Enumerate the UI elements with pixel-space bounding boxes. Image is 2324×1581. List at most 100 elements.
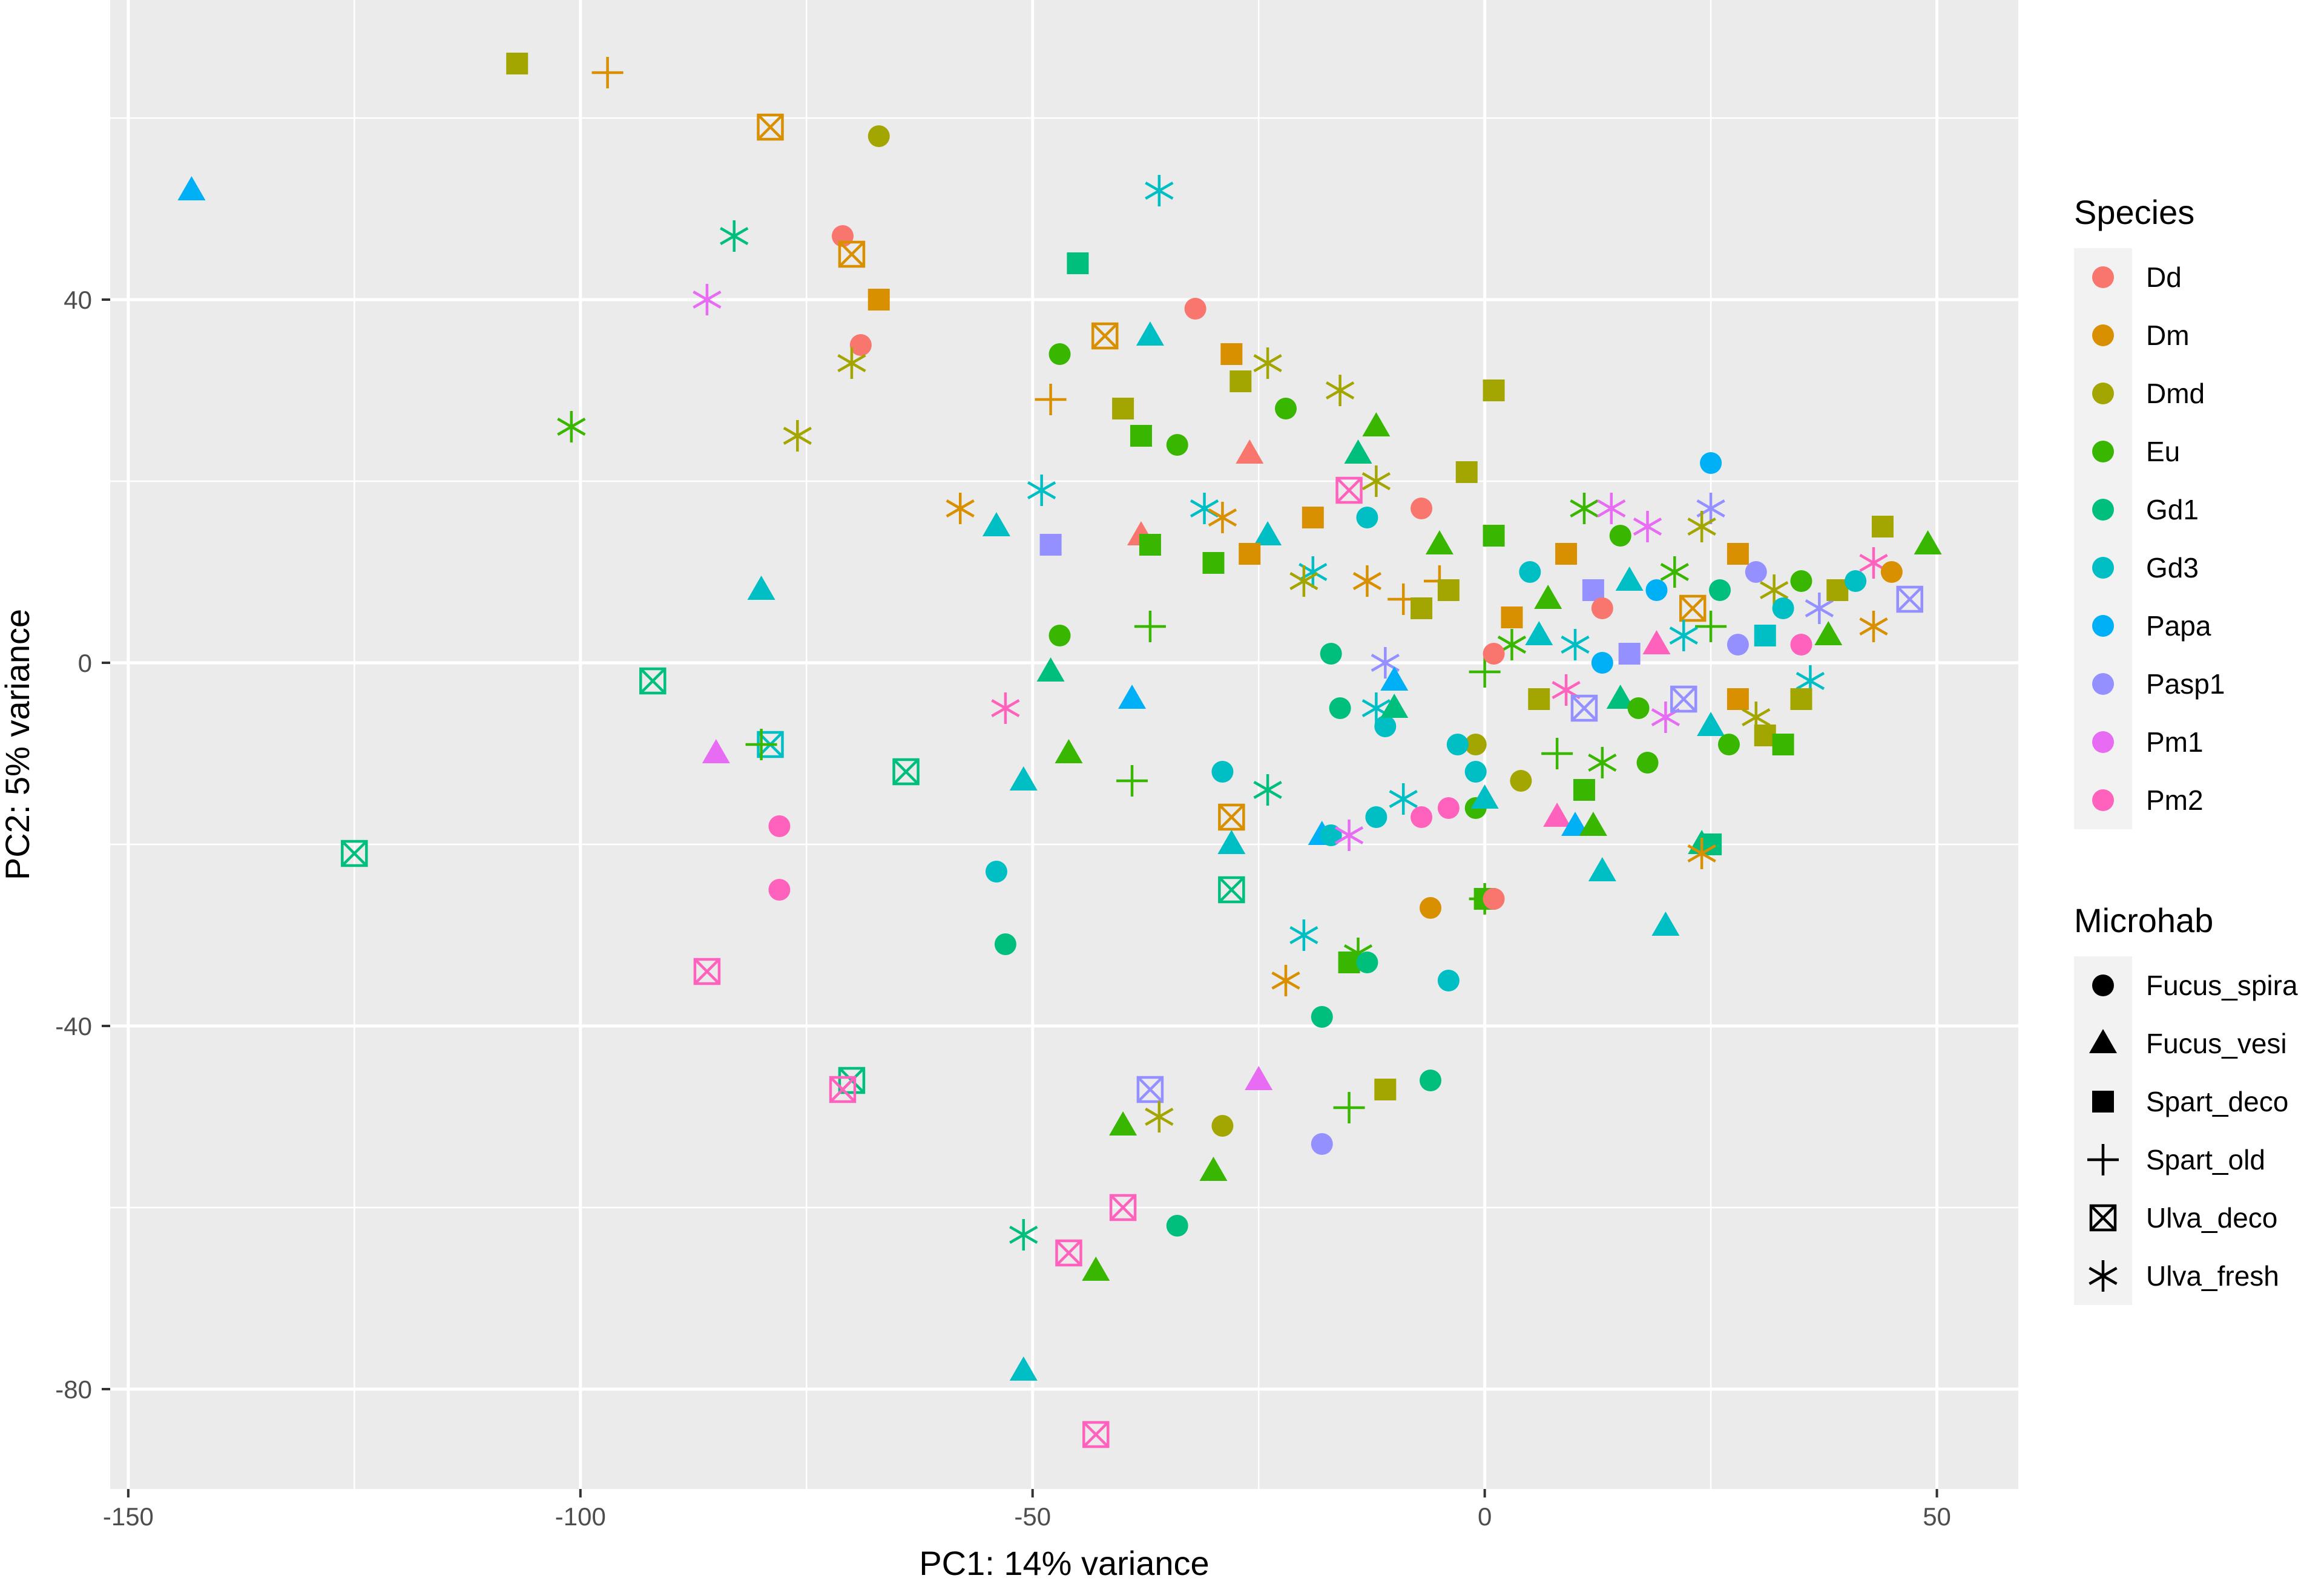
- point-dmd-spart-deco: [1411, 597, 1433, 619]
- point-gd1-ulva-fresh: [1009, 1219, 1038, 1251]
- point-eu-spart-deco: [1772, 734, 1794, 755]
- legend-key-spart-old: [2087, 1144, 2119, 1175]
- point-dmd-ulva-fresh: [1361, 465, 1391, 497]
- y-tick-label: 0: [78, 649, 92, 677]
- legend-label-fucus-spira: Fucus_spira: [2146, 970, 2298, 1001]
- point-dmd-spart-deco: [1790, 688, 1812, 710]
- x-tick-label: -150: [103, 1502, 154, 1531]
- legend-key-dd: [2092, 266, 2114, 288]
- point-dm-spart-deco: [867, 289, 890, 311]
- point-dm-ulva-fresh: [1208, 502, 1237, 533]
- legend-species-title: Species: [2074, 193, 2194, 231]
- point-gd3-fucus-spira: [1464, 761, 1487, 783]
- point-gd3-ulva-fresh: [1389, 783, 1418, 815]
- point-papa-fucus-vesi: [1561, 812, 1590, 836]
- point-eu-spart-old: [1695, 611, 1727, 642]
- legend-key-spart-deco: [2092, 1091, 2114, 1113]
- point-pm2-fucus-vesi: [1642, 630, 1671, 654]
- point-pasp1-ulva-fresh: [1805, 593, 1834, 624]
- point-dd-fucus-spira: [1483, 888, 1505, 910]
- point-dmd-ulva-fresh: [1687, 511, 1716, 542]
- point-gd3-fucus-vesi: [982, 512, 1010, 536]
- point-gd3-fucus-vesi: [747, 576, 775, 600]
- point-eu-fucus-spira: [1636, 752, 1659, 774]
- x-tick-label: -50: [1014, 1502, 1051, 1531]
- point-eu-fucus-vesi: [1362, 412, 1391, 436]
- point-dmd-ulva-fresh: [1145, 1101, 1174, 1132]
- point-dmd-spart-deco: [1455, 461, 1478, 483]
- point-pasp1-spart-deco: [1582, 579, 1604, 601]
- point-pasp1-fucus-spira: [1745, 561, 1767, 583]
- point-gd1-fucus-spira: [1709, 579, 1731, 601]
- point-gd3-spart-deco: [1754, 625, 1776, 646]
- point-dm-ulva-deco: [1218, 803, 1245, 831]
- point-eu-fucus-spira: [1048, 625, 1071, 646]
- legend-label-gd1: Gd1: [2146, 494, 2199, 525]
- point-pm2-fucus-spira: [768, 815, 791, 837]
- point-gd1-fucus-spira: [994, 933, 1016, 955]
- point-dm-ulva-fresh: [1352, 565, 1382, 597]
- point-dmd-spart-deco: [506, 53, 528, 74]
- point-dmd-spart-deco: [1112, 398, 1134, 419]
- legend-key-pasp1: [2092, 673, 2114, 695]
- legend-label-pasp1: Pasp1: [2146, 668, 2225, 700]
- point-dmd-ulva-fresh: [783, 420, 812, 452]
- point-gd1-fucus-vesi: [1344, 439, 1372, 464]
- point-pasp1-spart-deco: [1618, 643, 1641, 665]
- point-dm-spart-old: [1035, 384, 1067, 415]
- x-tick-label: -100: [555, 1502, 606, 1531]
- point-pasp1-ulva-deco: [1136, 1076, 1164, 1103]
- point-pm2-fucus-spira: [768, 879, 791, 901]
- point-gd3-fucus-spira: [985, 861, 1007, 883]
- point-pm1-ulva-fresh: [1633, 511, 1662, 542]
- point-pm2-ulva-deco: [1109, 1194, 1137, 1221]
- point-eu-spart-deco: [1573, 779, 1595, 801]
- x-tick-label: 0: [1478, 1502, 1492, 1531]
- point-eu-spart-old: [1333, 1092, 1365, 1123]
- point-gd3-fucus-vesi: [1697, 712, 1725, 736]
- point-dmd-fucus-spira: [1211, 1115, 1234, 1137]
- point-eu-spart-old: [1116, 765, 1148, 797]
- point-dm-ulva-fresh: [1687, 838, 1716, 869]
- point-dm-spart-deco: [1302, 507, 1324, 528]
- y-tick-label: -40: [55, 1012, 92, 1040]
- point-dd-fucus-spira: [1591, 597, 1613, 619]
- legend-label-ulva-fresh: Ulva_fresh: [2146, 1260, 2279, 1292]
- legend-key-gd3: [2092, 557, 2114, 579]
- legend-key-ulva-deco: [2089, 1204, 2117, 1232]
- legend-label-pm1: Pm1: [2146, 726, 2204, 758]
- legend-label-dd: Dd: [2146, 261, 2182, 293]
- point-gd3-fucus-vesi: [1651, 912, 1680, 936]
- x-axis-ticks: -150 -100 -50 0 50: [103, 1489, 1951, 1531]
- point-pm1-fucus-vesi: [1245, 1066, 1273, 1090]
- point-gd1-ulva-fresh: [1253, 774, 1282, 806]
- point-eu-fucus-vesi: [1579, 812, 1607, 836]
- point-gd3-ulva-fresh: [1289, 919, 1318, 951]
- point-eu-fucus-vesi: [1814, 621, 1843, 645]
- point-eu-fucus-spira: [1166, 434, 1188, 456]
- legend-key-fucus-spira: [2092, 975, 2114, 996]
- point-eu-ulva-fresh: [1588, 747, 1617, 778]
- point-gd3-fucus-spira: [1845, 570, 1867, 592]
- point-gd1-ulva-deco: [1218, 876, 1245, 904]
- point-eu-fucus-spira: [1274, 398, 1297, 419]
- point-dm-spart-deco: [1555, 543, 1578, 565]
- legend-label-dm: Dm: [2146, 320, 2190, 351]
- legend-label-spart-deco: Spart_deco: [2146, 1086, 2288, 1117]
- legend-species: Species Dd Dm Dmd Eu Gd1 Gd3 Papa Pasp1 Pm1 Pm2: [2074, 193, 2225, 829]
- point-gd1-ulva-deco: [341, 840, 368, 867]
- point-eu-fucus-vesi: [1199, 1157, 1228, 1181]
- point-gd3-fucus-spira: [1211, 761, 1234, 783]
- point-gd3-fucus-spira: [1772, 597, 1794, 619]
- point-gd3-fucus-vesi: [1525, 621, 1553, 645]
- point-dm-fucus-spira: [1880, 561, 1903, 583]
- point-eu-fucus-spira: [1627, 697, 1650, 719]
- point-dmd-ulva-fresh: [1289, 565, 1318, 597]
- point-gd1-ulva-deco: [892, 758, 920, 786]
- point-gd3-fucus-spira: [1437, 970, 1460, 991]
- point-dmd-spart-deco: [1483, 380, 1505, 401]
- point-gd3-fucus-spira: [1356, 507, 1378, 528]
- legend-microhab-title: Microhab: [2074, 901, 2213, 939]
- point-pm2-ulva-deco: [829, 1076, 857, 1103]
